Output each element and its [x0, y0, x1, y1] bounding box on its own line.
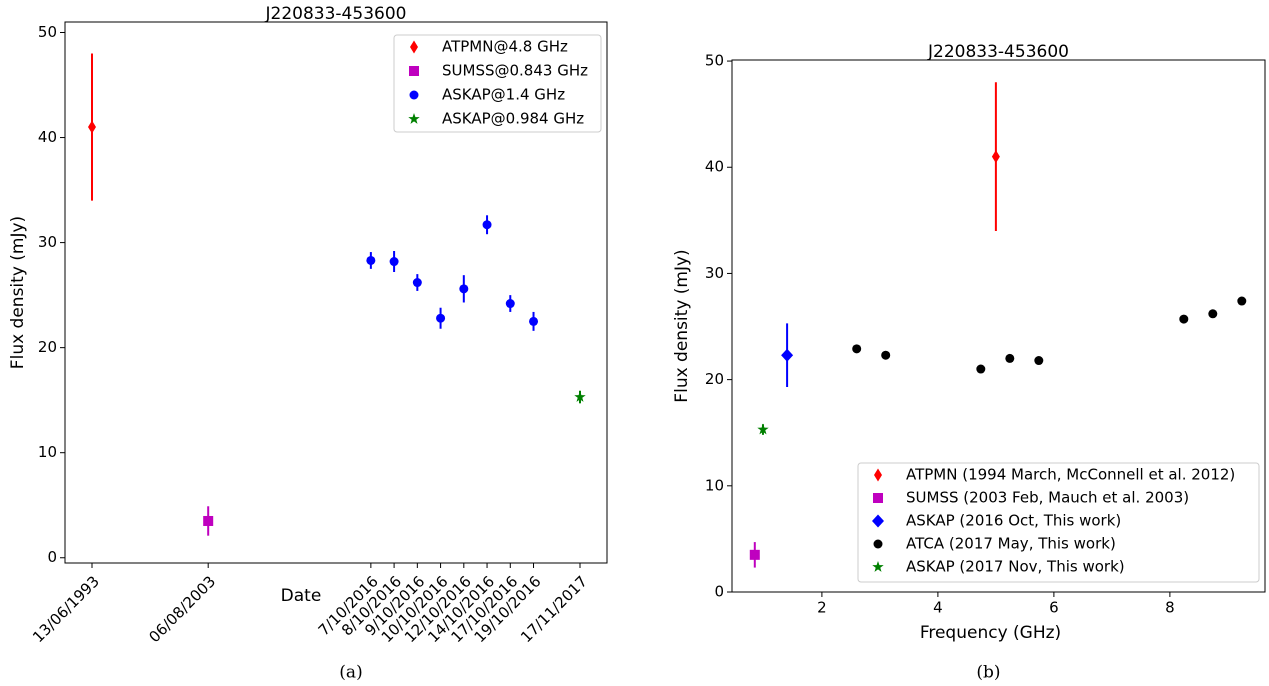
- legend-label: ASKAP (2016 Oct, This work): [906, 512, 1121, 530]
- plot-frame: [731, 59, 1266, 593]
- legend-marker: [872, 561, 884, 572]
- y-axis-label: Flux density (mJy): [8, 216, 28, 369]
- marker: [976, 364, 986, 374]
- marker: [781, 348, 794, 362]
- marker: [1005, 353, 1015, 363]
- marker: [459, 284, 469, 294]
- legend-marker: [873, 539, 883, 549]
- x-tick-label: 6: [1049, 599, 1059, 617]
- x-tick-label: 06/08/2003: [145, 572, 219, 646]
- legend-label: SUMSS (2003 Feb, Mauch et al. 2003): [906, 489, 1189, 507]
- x-tick-label: 2: [817, 599, 827, 617]
- y-tick-label: 50: [38, 23, 57, 41]
- chart-title: J220833-453600: [265, 4, 407, 24]
- marker: [505, 299, 515, 309]
- marker: [436, 313, 446, 323]
- x-axis-label: Frequency (GHz): [920, 623, 1061, 643]
- marker: [881, 350, 891, 360]
- marker: [203, 515, 214, 526]
- x-tick-label: 4: [933, 599, 943, 617]
- y-tick-label: 50: [705, 52, 724, 70]
- y-tick-label: 40: [705, 158, 724, 176]
- x-tick-label: 13/06/1993: [29, 572, 103, 646]
- y-tick-label: 0: [47, 548, 57, 566]
- legend-label: ASKAP@0.984 GHz: [442, 110, 584, 128]
- chart-title: J220833-453600: [927, 42, 1069, 62]
- y-tick-label: 10: [705, 476, 724, 494]
- y-tick-label: 40: [38, 128, 57, 146]
- plot-frame: [64, 21, 608, 564]
- legend-label: ATPMN (1994 March, McConnell et al. 2012…: [906, 466, 1235, 484]
- legend-marker: [872, 514, 884, 528]
- legend-marker: [874, 468, 882, 482]
- marker: [412, 278, 422, 288]
- caption: (b): [976, 663, 1000, 683]
- marker: [749, 549, 760, 560]
- y-tick-label: 20: [38, 338, 57, 356]
- y-tick-label: 0: [714, 583, 724, 601]
- legend-label: SUMSS@0.843 GHz: [442, 62, 588, 80]
- legend-box: [393, 34, 602, 133]
- y-tick-label: 10: [38, 443, 57, 461]
- marker: [1208, 309, 1218, 319]
- legend-label: ATCA (2017 May, This work): [906, 535, 1116, 553]
- marker: [529, 316, 539, 326]
- y-tick-label: 20: [705, 370, 724, 388]
- marker: [852, 344, 862, 354]
- legend-label: ASKAP@1.4 GHz: [442, 86, 565, 104]
- marker: [1179, 314, 1189, 324]
- legend-box: [857, 462, 1260, 583]
- marker: [757, 423, 769, 435]
- y-tick-label: 30: [705, 264, 724, 282]
- y-tick-label: 30: [38, 233, 57, 251]
- legend-marker: [408, 113, 420, 124]
- legend-marker: [410, 40, 418, 54]
- marker: [991, 150, 1000, 164]
- marker: [1237, 296, 1247, 306]
- legend-label: ATPMN@4.8 GHz: [442, 38, 568, 56]
- marker: [1034, 356, 1044, 366]
- x-tick-label: 8: [1165, 599, 1175, 617]
- marker: [389, 257, 399, 267]
- legend-marker: [409, 90, 419, 100]
- marker: [482, 220, 492, 230]
- marker: [88, 120, 96, 134]
- marker: [574, 391, 586, 402]
- y-axis-label: Flux density (mJy): [672, 249, 692, 402]
- caption: (a): [339, 663, 362, 683]
- x-axis-label: Date: [281, 586, 322, 606]
- legend-marker: [409, 66, 419, 76]
- marker: [366, 255, 376, 265]
- legend-marker: [873, 493, 883, 503]
- legend-label: ASKAP (2017 Nov, This work): [906, 558, 1125, 576]
